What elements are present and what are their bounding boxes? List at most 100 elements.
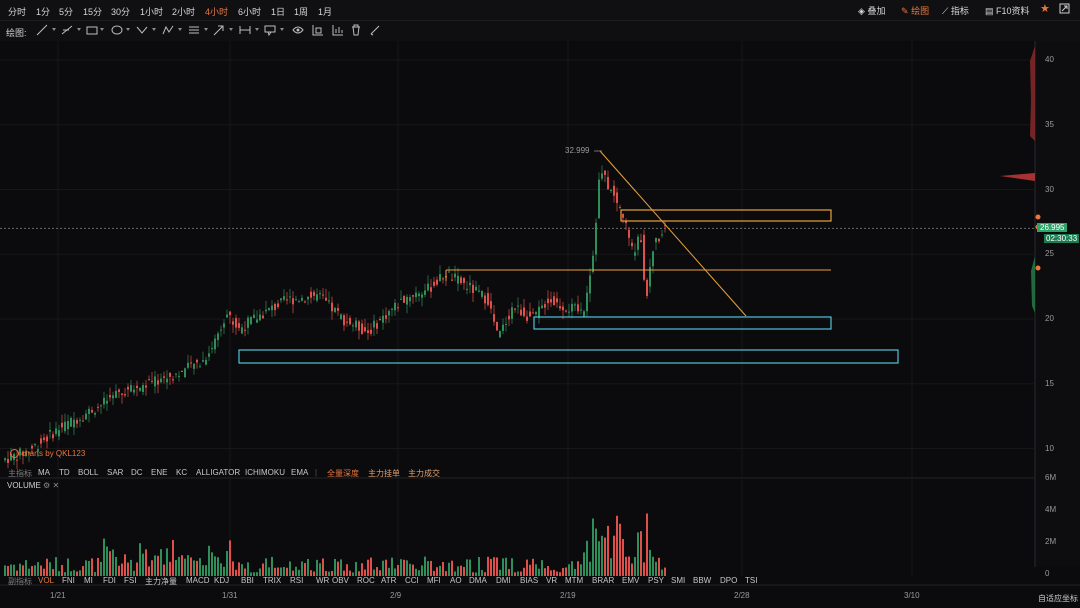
sub-ind-1[interactable]: VOL [38,576,55,585]
tf-1m[interactable]: 1月 [318,7,333,17]
sub-ind-7[interactable]: MACD [186,576,210,585]
brush-icon[interactable] [367,24,383,37]
f10-button[interactable]: ▤ F10资料 [985,6,1030,16]
annotation-icon[interactable] [262,24,278,37]
eye-icon[interactable] [290,24,306,37]
ind-kc[interactable]: KC [176,468,188,477]
gear-icon[interactable]: ⚙ [43,481,51,490]
chart-plus-icon[interactable] [310,24,326,37]
lines-icon[interactable] [186,24,202,37]
pattern-icon[interactable] [160,24,176,37]
sub-ind-19[interactable]: DMA [469,576,487,585]
sub-ind-14[interactable]: ROC [357,576,375,585]
measure-icon[interactable] [237,24,253,37]
candle-body [238,323,240,328]
ind-ma[interactable]: MA [38,468,50,477]
sub-ind-10[interactable]: TRIX [263,576,282,585]
rectangle-icon[interactable] [84,24,100,37]
sub-ind-22[interactable]: VR [546,576,558,585]
star-icon[interactable]: ★ [1040,3,1050,15]
sub-ind-11[interactable]: RSI [290,576,304,585]
sub-ind-8[interactable]: KDJ [214,576,230,585]
chevron-down-icon[interactable] [229,28,233,31]
sub-ind-16[interactable]: CCI [405,576,419,585]
ind-ene[interactable]: ENE [151,468,168,477]
tf-15min[interactable]: 15分 [83,7,103,17]
sub-ind-4[interactable]: FDI [103,576,116,585]
sub-ind-26[interactable]: PSY [648,576,665,585]
bar-chart-icon[interactable] [330,24,346,37]
sub-ind-9[interactable]: BBI [241,576,254,585]
sub-ind-6[interactable]: 主力净量 [145,577,177,586]
ind-sar[interactable]: SAR [107,468,124,477]
sub-ind-13[interactable]: OBV [332,576,349,585]
full-depth[interactable]: 全量深度 [327,469,359,478]
sub-ind-28[interactable]: BBW [693,576,712,585]
sub-ind-27[interactable]: SMI [671,576,686,585]
fib-icon[interactable] [59,24,75,37]
sub-ind-24[interactable]: BRAR [592,576,615,585]
ind-alligator[interactable]: ALLIGATOR [196,468,241,477]
chevron-down-icon[interactable] [255,28,259,31]
tf-1min[interactable]: 1分 [36,7,51,17]
price-chart[interactable] [0,41,1080,608]
volume-bar [490,558,492,576]
auto-fit-button[interactable]: 自适应坐标 [1038,594,1078,603]
sub-ind-23[interactable]: MTM [565,576,584,585]
sub-ind-29[interactable]: DPO [720,576,738,585]
tf-1w[interactable]: 1周 [294,7,309,17]
sub-ind-18[interactable]: AO [450,576,462,585]
volume-bar [340,559,342,576]
main-pane [0,41,1035,466]
overlay-button[interactable]: ◈ 叠加 [858,6,886,16]
ind-td[interactable]: TD [59,468,70,477]
fullscreen-icon[interactable] [1059,3,1070,16]
trash-icon[interactable] [348,24,364,37]
candle-body [553,296,555,306]
tf-30min[interactable]: 30分 [111,7,131,17]
chevron-down-icon[interactable] [52,28,56,31]
tf-1d[interactable]: 1日 [271,7,286,17]
arrow-icon[interactable] [211,24,227,37]
volume-bar [220,563,222,576]
draw-button[interactable]: ✎ 绘图 [901,6,930,16]
candle-body [202,360,204,362]
chevron-down-icon[interactable] [178,28,182,31]
indicators-button[interactable]: ⟋ 指标 [942,6,969,16]
trendline-icon[interactable] [34,24,50,37]
tf-1h[interactable]: 1小时 [140,7,164,17]
tf-2h[interactable]: 2小时 [172,7,196,17]
candle-body [415,292,417,298]
sub-ind-2[interactable]: FNI [62,576,75,585]
chevron-down-icon[interactable] [204,28,208,31]
sub-ind-12[interactable]: WR [316,576,330,585]
close-icon[interactable]: ✕ [52,481,60,490]
tf-5min[interactable]: 5分 [59,7,74,17]
chevron-down-icon[interactable] [280,28,284,31]
path-icon[interactable] [134,24,150,37]
chevron-down-icon[interactable] [126,28,130,31]
volume-bar [292,570,294,576]
tf-4h[interactable]: 4小时 [205,7,229,17]
chevron-down-icon[interactable] [100,28,104,31]
ind-dc[interactable]: DC [131,468,143,477]
sub-ind-17[interactable]: MFI [427,576,441,585]
tf-fenshi[interactable]: 分时 [8,7,27,17]
main-orders[interactable]: 主力挂单 [368,469,400,478]
sub-ind-21[interactable]: BIAS [520,576,539,585]
sub-ind-20[interactable]: DMI [496,576,511,585]
ind-boll[interactable]: BOLL [78,468,99,477]
ind-ema[interactable]: EMA [291,468,309,477]
main-trades[interactable]: 主力成交 [408,469,440,478]
chevron-down-icon[interactable] [77,28,81,31]
sub-ind-15[interactable]: ATR [381,576,397,585]
sub-ind-25[interactable]: EMV [622,576,640,585]
sub-ind-5[interactable]: FSI [124,576,137,585]
ask-depth-spike [1000,173,1035,181]
chevron-down-icon[interactable] [152,28,156,31]
sub-ind-30[interactable]: TSI [745,576,758,585]
ind-ichimoku[interactable]: ICHIMOKU [245,468,285,477]
ellipse-icon[interactable] [109,24,125,37]
tf-6h[interactable]: 6小时 [238,7,262,17]
sub-ind-3[interactable]: MI [84,576,93,585]
